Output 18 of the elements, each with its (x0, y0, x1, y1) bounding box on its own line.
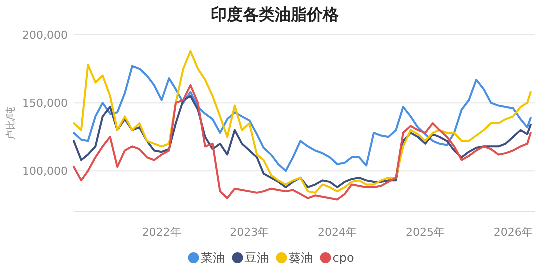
line-series (73, 50, 532, 194)
legend-label: 菜油 (200, 251, 225, 266)
x-tick-label: 2023年 (230, 226, 270, 239)
line-series (73, 65, 532, 172)
y-tick-label: 200,000 (22, 28, 68, 42)
x-tick-label: 2024年 (318, 226, 357, 239)
legend-label: 葵油 (288, 251, 313, 266)
legend-label: cpo (332, 251, 354, 266)
line-series (73, 84, 532, 201)
chart-title: 印度各类油脂价格 (211, 5, 340, 24)
y-tick-label: 100,000 (22, 165, 68, 178)
y-axis-title: 卢比/吨 (5, 106, 17, 140)
x-tick-label: 2022年 (142, 226, 182, 239)
x-tick-label: 2025年 (406, 226, 446, 239)
line-series (73, 95, 532, 188)
legend-label: 豆油 (244, 251, 269, 266)
y-tick-label: 150,000 (22, 96, 68, 110)
x-tick-label: 2026年 (494, 226, 533, 239)
